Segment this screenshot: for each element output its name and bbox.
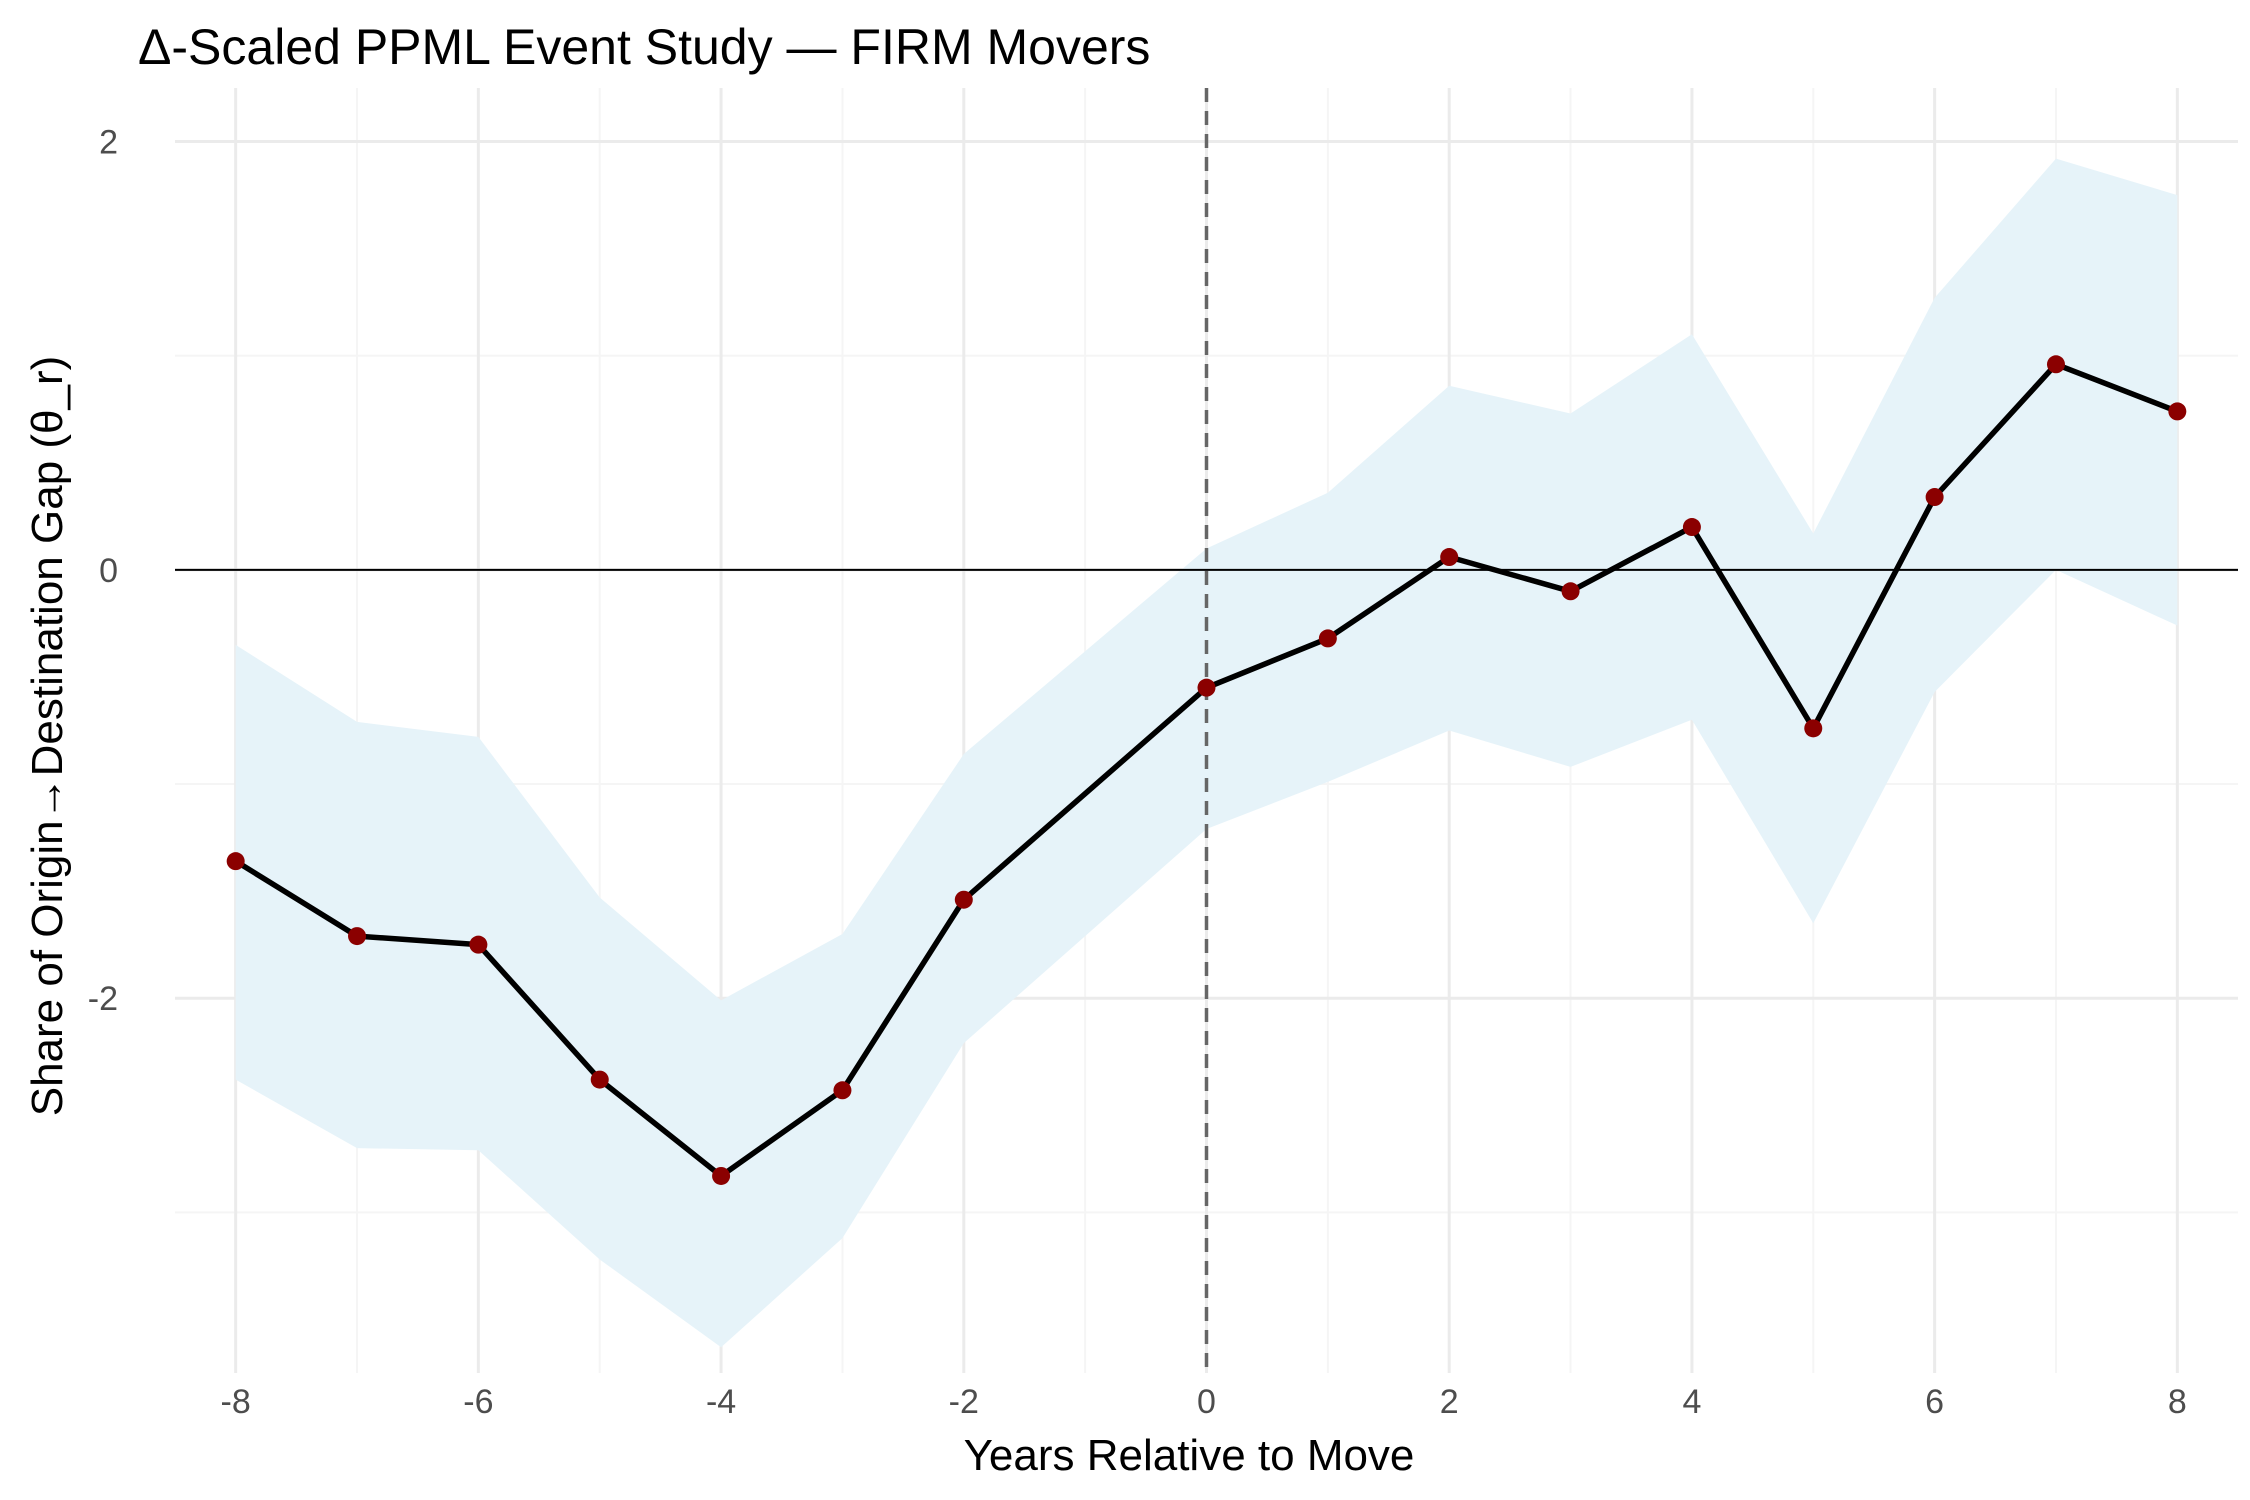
- data-point: [1561, 582, 1580, 601]
- data-point: [2046, 355, 2065, 374]
- data-point: [226, 852, 245, 871]
- data-point: [1925, 488, 1944, 507]
- estimate-path: [232, 361, 2181, 1179]
- x-tick-label: -8: [221, 1383, 251, 1421]
- ci-band-area: [235, 158, 2178, 1348]
- x-tick-label: 2: [1440, 1383, 1459, 1421]
- data-point: [1318, 629, 1337, 648]
- data-point: [2168, 402, 2187, 421]
- x-tick-label: -6: [463, 1383, 493, 1421]
- data-point: [833, 1081, 852, 1100]
- data-point: [1682, 518, 1701, 537]
- data-point: [954, 890, 973, 909]
- y-tick-labels: -2 0 2: [88, 124, 118, 1019]
- data-point: [469, 935, 488, 954]
- y-tick-label: 0: [99, 552, 118, 590]
- x-tick-label: 0: [1197, 1383, 1216, 1421]
- data-point: [1440, 548, 1459, 567]
- y-axis-title: Share of Origin→Destination Gap (θ_r): [23, 356, 72, 1117]
- data-point: [590, 1070, 609, 1089]
- confidence-band: [235, 158, 2178, 1348]
- x-tick-label: -4: [706, 1383, 736, 1421]
- data-point: [348, 927, 367, 946]
- data-point: [1197, 678, 1216, 697]
- y-tick-label: -2: [88, 980, 118, 1018]
- x-tick-labels: -8 -6 -4 -2 0 2 4 6 8: [221, 1383, 2187, 1421]
- x-tick-label: 6: [1925, 1383, 1944, 1421]
- x-tick-label: 8: [2168, 1383, 2187, 1421]
- data-point: [1804, 719, 1823, 738]
- data-point: [712, 1166, 731, 1185]
- chart-title: Δ-Scaled PPML Event Study — FIRM Movers: [138, 19, 1151, 75]
- estimate-line: [232, 361, 2181, 1179]
- x-tick-label: 4: [1682, 1383, 1701, 1421]
- y-tick-label: 2: [99, 124, 118, 162]
- x-axis-title: Years Relative to Move: [964, 1431, 1415, 1480]
- x-tick-label: -2: [949, 1383, 979, 1421]
- estimate-points: [226, 355, 2187, 1185]
